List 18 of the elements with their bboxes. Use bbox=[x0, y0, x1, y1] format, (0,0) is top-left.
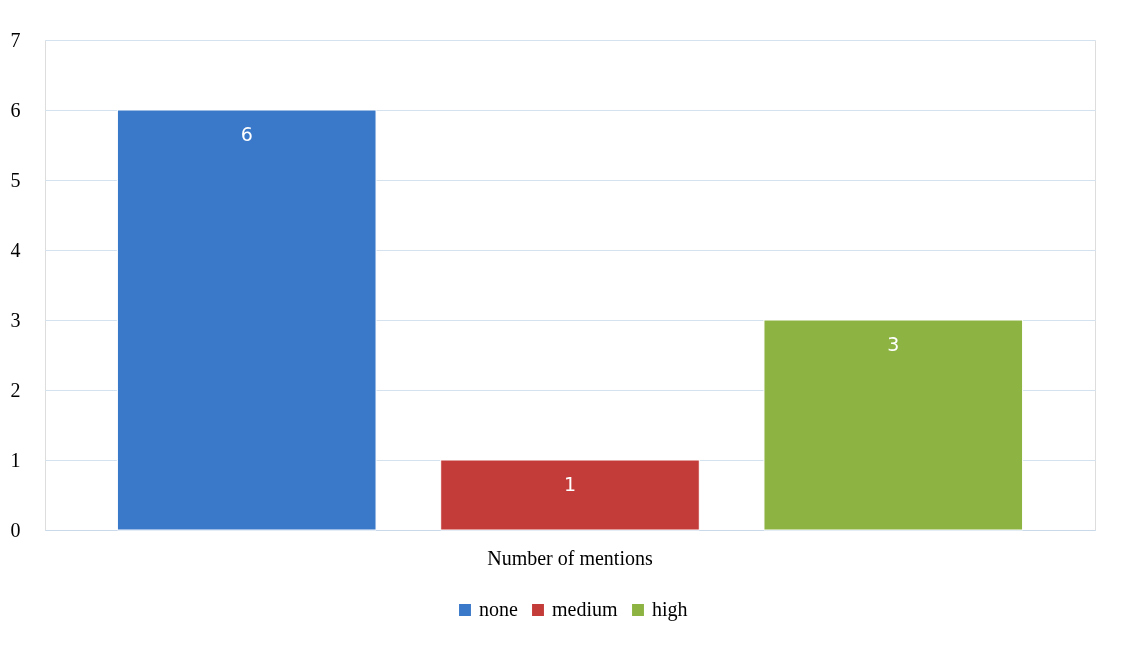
legend-label: medium bbox=[552, 598, 618, 620]
bar bbox=[440, 459, 700, 531]
data-label: 3 bbox=[887, 333, 900, 355]
y-tick-label: 5 bbox=[10, 168, 21, 191]
y-tick-label: 4 bbox=[10, 238, 21, 261]
y-tick-label: 6 bbox=[10, 98, 21, 121]
data-label: 1 bbox=[563, 473, 577, 495]
bar bbox=[763, 319, 1024, 531]
x-tick-label: Number of mentions bbox=[487, 546, 653, 569]
y-tick-label: 1 bbox=[10, 448, 21, 471]
legend-label: none bbox=[479, 598, 518, 620]
y-tick-label: 2 bbox=[10, 378, 21, 401]
y-tick-label: 0 bbox=[10, 518, 21, 541]
y-tick-label: 3 bbox=[10, 308, 21, 331]
y-tick-label: 7 bbox=[10, 28, 21, 51]
bar bbox=[116, 109, 377, 531]
legend-label: high bbox=[652, 598, 688, 621]
data-label: 6 bbox=[240, 123, 253, 145]
